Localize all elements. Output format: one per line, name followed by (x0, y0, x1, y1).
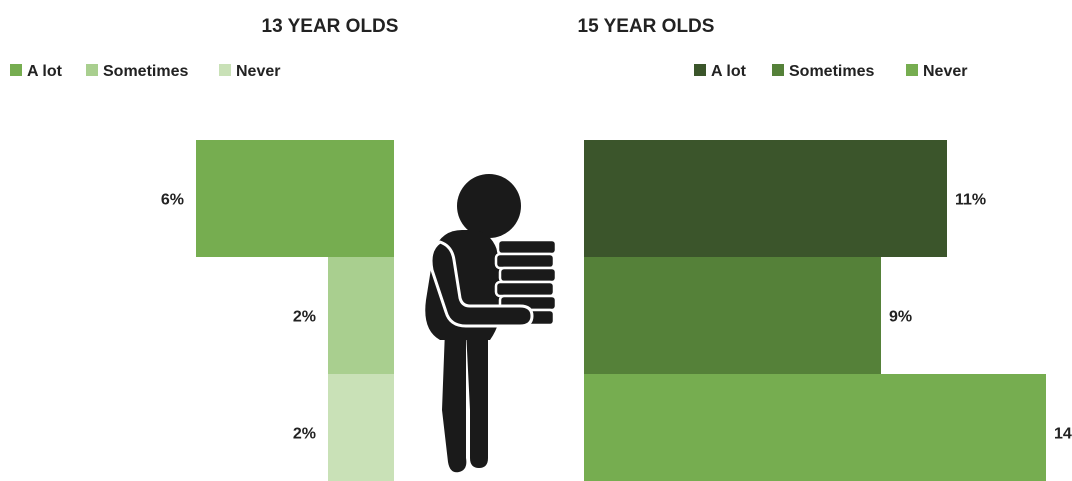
bar-never-15 (584, 374, 1046, 481)
legend-label-never-15: Never (923, 63, 967, 80)
bar-sometimes-13 (328, 257, 394, 374)
value-label-never-13: 2% (293, 426, 316, 443)
legend-swatch-a-lot-15 (694, 64, 706, 76)
legend-swatch-a-lot-13 (10, 64, 22, 76)
legend-label-a-lot-13: A lot (27, 63, 63, 80)
legend-label-never-13: Never (236, 63, 280, 80)
legend-label-sometimes-15: Sometimes (789, 63, 874, 80)
legend-swatch-sometimes-15 (772, 64, 784, 76)
legend-swatch-sometimes-13 (86, 64, 98, 76)
bar-a-lot-15 (584, 140, 947, 257)
legend-13: A lot Sometimes Never (10, 63, 280, 80)
legend-swatch-never-15 (906, 64, 918, 76)
bars-13: 6% 2% 2% (161, 140, 394, 481)
value-label-never-15: 14% (1054, 426, 1072, 443)
bars-15: 11% 9% 14% (584, 140, 1072, 481)
legend-15: A lot Sometimes Never (694, 63, 967, 80)
value-label-a-lot-13: 6% (161, 192, 184, 209)
bar-a-lot-13 (196, 140, 394, 257)
chart-title-13: 13 YEAR OLDS (262, 16, 399, 37)
legend-swatch-never-13 (219, 64, 231, 76)
value-label-sometimes-15: 9% (889, 309, 912, 326)
chart-title-15: 15 YEAR OLDS (578, 16, 715, 37)
value-label-a-lot-15: 11% (955, 192, 986, 209)
legend-label-a-lot-15: A lot (711, 63, 747, 80)
person-carrying-books-icon (425, 174, 558, 473)
bar-sometimes-15 (584, 257, 881, 374)
bar-never-13 (328, 374, 394, 481)
legend-label-sometimes-13: Sometimes (103, 63, 188, 80)
value-label-sometimes-13: 2% (293, 309, 316, 326)
